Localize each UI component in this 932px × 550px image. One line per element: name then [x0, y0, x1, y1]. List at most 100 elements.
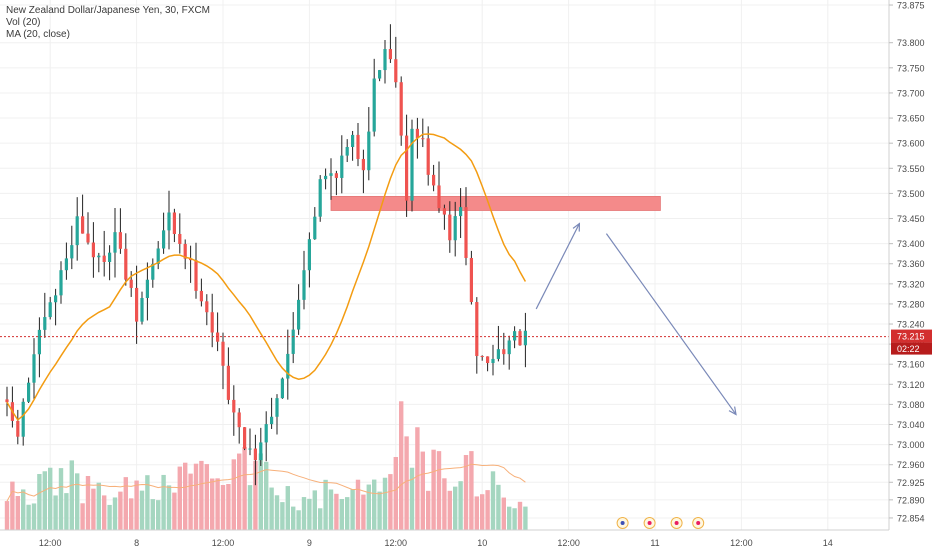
volume-bar [377, 491, 382, 530]
volume-bar [285, 486, 290, 530]
candle-body [259, 442, 263, 461]
volume-bar [399, 401, 404, 530]
y-tick-label: 72.925 [897, 478, 925, 488]
y-tick-label: 73.040 [897, 420, 925, 430]
chart-legend: New Zealand Dollar/Japanese Yen, 30, FXC… [6, 5, 210, 41]
volume-bar [107, 504, 112, 530]
volume-bar [145, 475, 150, 530]
candle-body [102, 255, 106, 262]
candle-body [5, 399, 9, 403]
symbol-title: New Zealand Dollar/Japanese Yen, 30, FXC… [6, 5, 211, 16]
volume-bar [490, 471, 496, 530]
volume-bar [264, 461, 269, 530]
volume-bar [442, 478, 447, 530]
volume-bar [172, 492, 177, 530]
candle-body [280, 378, 284, 399]
volume-bar [37, 473, 42, 530]
candle-body [307, 239, 311, 271]
candle-body [243, 427, 247, 449]
candle-body [372, 78, 376, 132]
volume-bar [431, 449, 436, 530]
projection-arrow-line[interactable] [535, 223, 580, 310]
candle-body [253, 448, 257, 461]
projection-arrow-line[interactable] [605, 233, 737, 415]
candle-body [426, 138, 430, 175]
candle-body [442, 208, 446, 215]
candle-body [108, 252, 112, 262]
volume-bar [53, 495, 58, 530]
candle-body [75, 216, 79, 246]
y-tick-label: 73.750 [897, 63, 925, 73]
y-tick-label: 73.650 [897, 114, 925, 124]
ma-indicator-label: MA (20, close) [6, 29, 70, 40]
volume-bar [512, 508, 517, 530]
y-tick-label: 73.360 [897, 259, 925, 269]
candle-body [194, 260, 198, 291]
volume-bar [112, 497, 118, 530]
candle-body [340, 155, 344, 178]
volume-bar [453, 486, 458, 530]
volume-bar [102, 495, 107, 530]
volume-bar [31, 503, 37, 530]
volume-bar [220, 485, 226, 530]
volume-bar [193, 463, 199, 530]
volume-bar [258, 453, 263, 530]
volume-bar [80, 503, 85, 530]
volume-bar [501, 497, 506, 530]
y-tick-label: 73.280 [897, 299, 925, 309]
volume-bar [75, 473, 80, 530]
x-tick-label: 10 [477, 538, 487, 548]
candle-body [124, 248, 128, 280]
volume-bar [426, 490, 431, 530]
volume-bar [15, 495, 20, 530]
volume-bar [474, 496, 479, 530]
candle-body [378, 70, 382, 79]
candle-body [135, 287, 139, 322]
candle-body [329, 173, 333, 176]
candle-body [205, 301, 209, 313]
candle-body [507, 340, 511, 355]
volume-bar [210, 478, 215, 530]
x-tick-label: 8 [134, 538, 139, 548]
candle-body [367, 131, 371, 171]
candle-body [97, 255, 101, 258]
volume-indicator-label: Vol (20) [6, 17, 41, 28]
y-tick-label: 73.240 [897, 320, 925, 330]
volume-bar [393, 457, 398, 530]
y-tick-label: 73.160 [897, 360, 925, 370]
volume-bar [339, 499, 344, 530]
volume-bar [301, 497, 307, 530]
volume-bar [247, 485, 253, 530]
volume-bar [388, 474, 393, 530]
candle-body [356, 134, 360, 159]
volume-bar [361, 494, 366, 530]
volume-bar [291, 506, 296, 530]
volume-ma-line [6, 463, 526, 502]
candle-body [302, 270, 306, 300]
y-tick-label: 73.400 [897, 239, 925, 249]
volume-bar [26, 504, 31, 530]
candle-body [91, 242, 95, 258]
volume-bar [123, 477, 128, 530]
candle-body [399, 82, 403, 136]
candle-body [513, 331, 517, 341]
volume-bar [199, 460, 204, 530]
candle-body [248, 448, 252, 450]
candle-body [486, 356, 490, 364]
event-marker-dot [647, 521, 652, 525]
volume-bar [156, 500, 161, 530]
candle-body [480, 356, 484, 358]
candle-body [297, 299, 301, 330]
candle-body [313, 216, 317, 240]
moving-average-line [6, 133, 527, 422]
candle-body [27, 382, 31, 402]
candle-body [81, 216, 85, 234]
candle-body [178, 233, 182, 244]
volume-bar [345, 497, 350, 530]
candle-body [113, 232, 117, 253]
y-tick-label: 73.500 [897, 189, 925, 199]
volume-bar [372, 479, 377, 530]
candle-body [448, 214, 452, 241]
y-tick-label: 73.450 [897, 214, 925, 224]
